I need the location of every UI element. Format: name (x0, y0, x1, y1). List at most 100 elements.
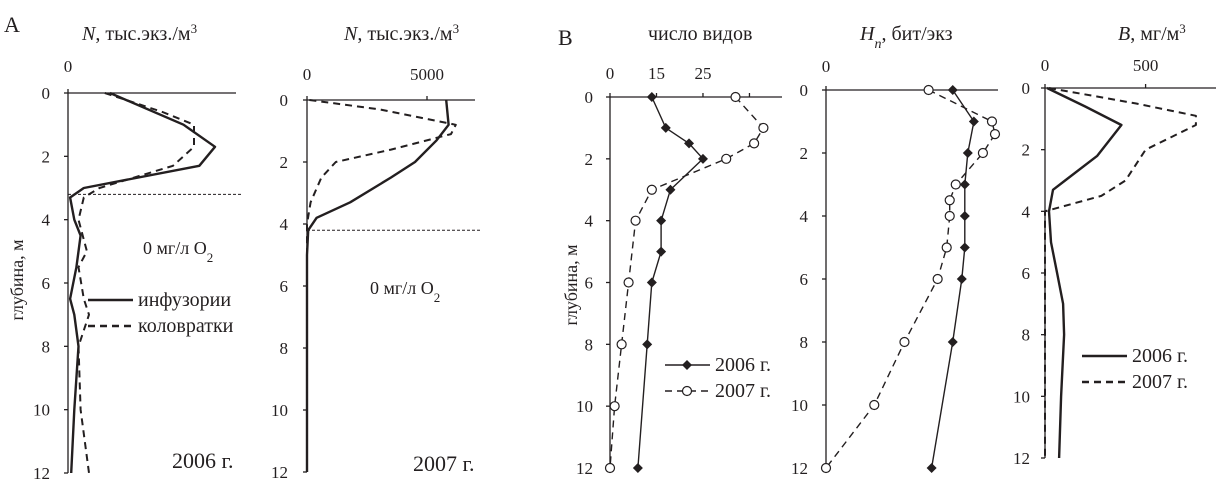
title-superscript: 3 (453, 21, 460, 36)
x-tick-label: 25 (694, 64, 711, 83)
data-point-circle (923, 84, 934, 96)
y-tick-label: 2 (1022, 141, 1031, 160)
data-point-diamond (642, 339, 653, 350)
y-tick-label: 10 (576, 397, 593, 416)
y-tick-label: 12 (791, 459, 808, 478)
data-point-circle (616, 339, 627, 350)
series-line-2 (609, 96, 765, 469)
y-tick-label: 6 (280, 277, 289, 296)
title-superscript: 3 (1179, 21, 1186, 36)
y-tick-label: 2 (280, 153, 289, 172)
data-point-circle (869, 399, 880, 411)
data-point-circle (932, 273, 943, 285)
y-tick-label: 10 (33, 401, 50, 420)
title-superscript: 3 (191, 21, 198, 36)
data-point-circle (609, 401, 620, 412)
legend-label-2: коловратки (138, 315, 234, 337)
title-subscript: n (874, 37, 881, 52)
data-point-diamond (684, 138, 695, 149)
y-tick-label: 0 (42, 84, 51, 103)
y-axis-label-left: глубина, м (7, 239, 27, 320)
data-point-circle (749, 138, 760, 149)
x-tick-label: 500 (1133, 56, 1159, 75)
title-text: , тыс.экз./м (95, 23, 191, 45)
y-tick-label: 6 (800, 270, 809, 289)
oxygen-note-subscript: 2 (434, 290, 441, 305)
x-tick-label: 0 (64, 57, 73, 76)
data-point-diamond (926, 463, 937, 473)
data-point-circle (820, 462, 832, 474)
title-symbol: B (1118, 23, 1130, 45)
chart-panel-5: B, мг/м3 0 500 0 2 4 6 8 10 12 2006 г. 2007 г. (1013, 21, 1216, 468)
data-point-circle (989, 129, 1001, 140)
title-symbol: N (343, 23, 359, 45)
y-tick-label: 10 (1013, 387, 1030, 406)
year-label: 2006 г. (172, 448, 234, 473)
y-tick-label: 0 (800, 81, 809, 100)
title-symbol: N (81, 23, 97, 45)
data-point-circle (623, 277, 634, 288)
data-point-circle (730, 91, 741, 103)
data-point-circle (944, 210, 955, 222)
panel-label-a: A (4, 12, 20, 37)
y-axis-label-right: глубина, м (561, 244, 581, 325)
data-point-circle (604, 462, 616, 474)
panel-label-b: B (558, 25, 573, 50)
y-tick-label: 8 (1022, 326, 1031, 345)
x-tick-label: 5000 (410, 65, 444, 84)
y-tick-label: 6 (42, 274, 51, 293)
y-tick-label: 10 (271, 401, 288, 420)
data-point-circle (646, 184, 657, 195)
title-text: , тыс.экз./м (357, 23, 453, 45)
x-tick-label: 0 (606, 64, 615, 83)
chart-title: B, мг/м3 (1118, 21, 1186, 46)
y-tick-label: 2 (42, 147, 51, 166)
data-point-diamond (959, 211, 970, 221)
data-point-circle (630, 215, 641, 226)
y-tick-label: 12 (576, 459, 593, 478)
oxygen-note-subscript: 2 (207, 250, 214, 265)
data-point-diamond (959, 179, 970, 190)
data-point-circle (977, 147, 989, 159)
oxygen-note: 0 мг/л O2 (370, 278, 440, 305)
data-point-circle (758, 122, 769, 134)
data-point-diamond (665, 184, 676, 195)
data-point-diamond (968, 116, 979, 127)
data-point-diamond (632, 463, 643, 473)
title-symbol: H (859, 23, 876, 45)
y-tick-label: 0 (280, 91, 289, 110)
legend-label-1: инфузории (138, 289, 231, 311)
legend-label-1: 2006 г. (1132, 345, 1188, 367)
x-tick-label: 15 (648, 64, 665, 83)
series-line-2 (77, 92, 195, 474)
series-line-1 (637, 96, 704, 469)
data-point-diamond (646, 277, 657, 288)
legend-label-2: 2007 г. (715, 380, 771, 402)
y-tick-label: 4 (585, 212, 594, 231)
y-tick-label: 12 (1013, 449, 1030, 468)
y-tick-label: 6 (1022, 264, 1031, 283)
y-tick-label: 4 (1022, 202, 1031, 221)
chart-title: Hn, бит/экз (859, 23, 953, 52)
oxygen-note-text: 0 мг/л O (143, 238, 207, 258)
chart-panel-4: Hn, бит/экз 00 2 4 6 8 10 12 (791, 23, 1001, 478)
y-tick-label: 4 (800, 207, 809, 226)
x-tick-label: 0 (303, 65, 312, 84)
y-tick-label: 4 (42, 211, 51, 230)
x-tick-label: 0 (1041, 56, 1050, 75)
y-tick-label: 6 (585, 274, 594, 293)
series-line-1 (68, 91, 217, 474)
y-tick-label: 8 (585, 335, 594, 354)
data-point-circle (944, 195, 955, 206)
data-point-circle (986, 116, 998, 127)
y-tick-label: 0 (585, 88, 594, 107)
y-tick-label: 2 (585, 150, 594, 169)
legend: инфузории коловратки (88, 289, 234, 337)
chart-title: N, тыс.экз./м3 (343, 21, 459, 46)
y-tick-label: 8 (800, 333, 809, 352)
data-point-diamond (947, 85, 958, 95)
legend-label-2: 2007 г. (1132, 371, 1188, 393)
